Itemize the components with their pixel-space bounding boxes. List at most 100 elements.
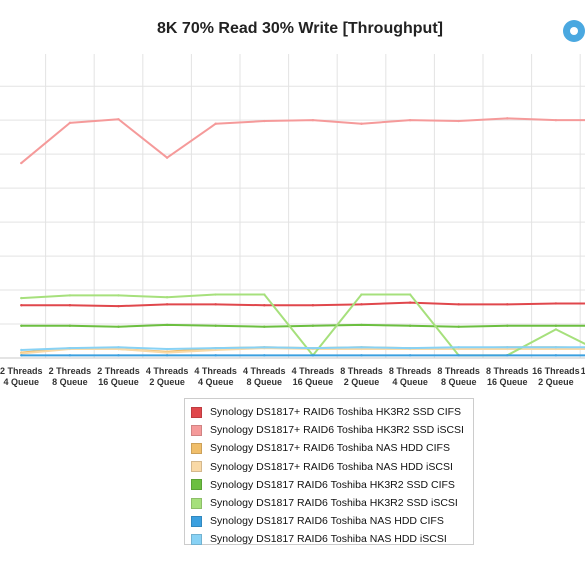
- data-point[interactable]: [554, 328, 558, 331]
- x-tick-label: 2 Queue: [538, 377, 574, 387]
- data-point[interactable]: [20, 161, 23, 165]
- data-point[interactable]: [214, 348, 217, 352]
- data-point[interactable]: [214, 293, 217, 296]
- data-point[interactable]: [554, 346, 558, 349]
- data-point[interactable]: [68, 294, 72, 297]
- data-point[interactable]: [117, 347, 120, 351]
- x-tick-label: 8 Threads: [486, 366, 529, 376]
- legend-label: Synology DS1817+ RAID6 Toshiba HK3R2 SSD…: [210, 424, 464, 437]
- data-point[interactable]: [506, 347, 509, 351]
- data-point[interactable]: [457, 119, 460, 123]
- data-point[interactable]: [360, 122, 363, 125]
- data-point[interactable]: [263, 325, 266, 328]
- data-point[interactable]: [263, 119, 266, 123]
- series-line-5[interactable]: [21, 323, 585, 328]
- legend-item[interactable]: Synology DS1817+ RAID6 Toshiba NAS HDD C…: [191, 439, 467, 457]
- legend-item[interactable]: Synology DS1817 RAID6 Toshiba HK3R2 SSD …: [191, 494, 467, 512]
- data-point[interactable]: [554, 354, 558, 357]
- data-point[interactable]: [165, 156, 169, 159]
- data-point[interactable]: [311, 304, 315, 307]
- data-point[interactable]: [165, 303, 169, 306]
- data-point[interactable]: [457, 346, 460, 349]
- data-point[interactable]: [214, 346, 217, 350]
- data-point[interactable]: [311, 346, 315, 350]
- data-point[interactable]: [457, 303, 460, 306]
- data-point[interactable]: [360, 303, 363, 306]
- data-point[interactable]: [408, 354, 412, 357]
- data-point[interactable]: [360, 347, 363, 351]
- data-point[interactable]: [117, 304, 120, 308]
- data-point[interactable]: [68, 346, 72, 350]
- x-tick-label: 8 Queue: [441, 377, 477, 387]
- data-point[interactable]: [20, 296, 23, 300]
- legend-item[interactable]: Synology DS1817 RAID6 Toshiba HK3R2 SSD …: [191, 476, 467, 494]
- data-point[interactable]: [506, 346, 509, 349]
- data-point[interactable]: [20, 304, 23, 307]
- data-point[interactable]: [554, 302, 558, 305]
- data-point[interactable]: [20, 348, 23, 352]
- data-point[interactable]: [457, 347, 460, 351]
- chart-title: 8K 70% Read 30% Write [Throughput]: [157, 20, 443, 37]
- data-point[interactable]: [360, 323, 363, 327]
- data-point[interactable]: [117, 294, 120, 297]
- data-point[interactable]: [68, 304, 72, 307]
- data-point[interactable]: [165, 354, 169, 357]
- series-line-2[interactable]: [20, 117, 585, 164]
- data-point[interactable]: [311, 324, 315, 328]
- data-point[interactable]: [311, 354, 315, 357]
- data-point[interactable]: [214, 122, 217, 125]
- data-point[interactable]: [457, 354, 460, 357]
- legend-label: Synology DS1817+ RAID6 Toshiba HK3R2 SSD…: [210, 406, 462, 419]
- data-point[interactable]: [165, 296, 169, 299]
- data-point[interactable]: [117, 346, 120, 349]
- data-point[interactable]: [20, 354, 23, 357]
- data-point[interactable]: [20, 324, 23, 328]
- data-point[interactable]: [506, 303, 509, 306]
- data-point[interactable]: [311, 118, 315, 122]
- data-point[interactable]: [214, 354, 217, 357]
- data-point[interactable]: [20, 352, 23, 355]
- x-tick-label: 16 Queue: [487, 377, 528, 387]
- data-point[interactable]: [68, 354, 72, 357]
- data-point[interactable]: [117, 325, 120, 328]
- series-line-1[interactable]: [21, 301, 585, 308]
- data-point[interactable]: [457, 325, 460, 328]
- legend-item[interactable]: Synology DS1817+ RAID6 Toshiba HK3R2 SSD…: [191, 421, 467, 439]
- legend-item[interactable]: Synology DS1817 RAID6 Toshiba NAS HDD iS…: [191, 530, 467, 548]
- data-point[interactable]: [408, 293, 412, 296]
- data-point[interactable]: [263, 354, 266, 357]
- data-point[interactable]: [68, 324, 72, 328]
- legend-swatch: [191, 461, 202, 473]
- data-point[interactable]: [360, 293, 363, 296]
- data-point[interactable]: [117, 118, 120, 121]
- data-point[interactable]: [408, 346, 412, 350]
- legend-item[interactable]: Synology DS1817 RAID6 Toshiba NAS HDD CI…: [191, 512, 467, 530]
- data-point[interactable]: [263, 304, 266, 307]
- legend-item[interactable]: Synology DS1817+ RAID6 Toshiba NAS HDD i…: [191, 458, 467, 476]
- data-point[interactable]: [117, 354, 120, 357]
- data-point[interactable]: [554, 118, 558, 122]
- legend-item[interactable]: Synology DS1817+ RAID6 Toshiba HK3R2 SSD…: [191, 403, 467, 421]
- data-point[interactable]: [165, 351, 169, 354]
- data-point[interactable]: [408, 118, 412, 122]
- data-point[interactable]: [263, 346, 266, 349]
- data-point[interactable]: [554, 347, 558, 351]
- data-point[interactable]: [408, 324, 412, 328]
- data-point[interactable]: [506, 354, 509, 357]
- x-tick-label: 8 Queue: [247, 377, 283, 387]
- data-point[interactable]: [214, 303, 217, 306]
- data-point[interactable]: [214, 324, 217, 328]
- data-point[interactable]: [68, 121, 72, 125]
- info-icon[interactable]: [563, 20, 585, 42]
- data-point[interactable]: [408, 301, 412, 304]
- data-point[interactable]: [506, 324, 509, 328]
- legend-label: Synology DS1817+ RAID6 Toshiba NAS HDD C…: [210, 442, 450, 455]
- data-point[interactable]: [165, 323, 169, 327]
- legend-swatch: [191, 424, 202, 436]
- data-point[interactable]: [360, 354, 363, 357]
- data-point[interactable]: [554, 324, 558, 328]
- data-point[interactable]: [506, 117, 509, 120]
- data-point[interactable]: [263, 293, 266, 296]
- data-point[interactable]: [165, 347, 169, 351]
- data-point[interactable]: [360, 346, 363, 349]
